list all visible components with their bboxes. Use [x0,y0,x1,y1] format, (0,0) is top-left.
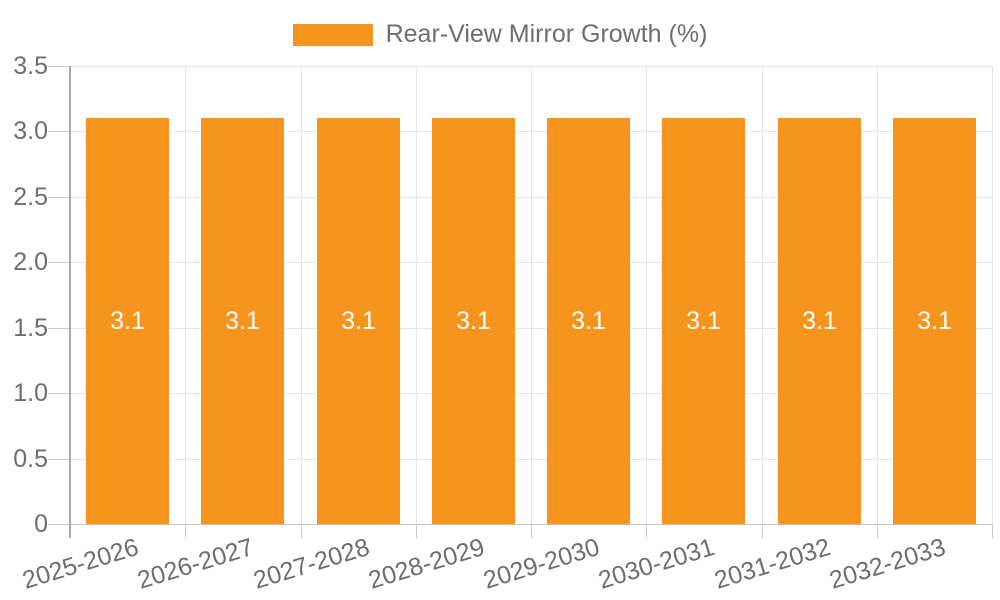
y-tick [48,262,70,263]
bar-value-label: 3.1 [802,307,837,335]
y-tick-label: 0.5 [13,445,48,473]
x-tick [992,524,993,538]
v-gridline [877,66,878,524]
v-gridline [185,66,186,524]
y-tick-label: 3.0 [13,117,48,145]
v-gridline [646,66,647,524]
x-tick [762,524,763,538]
x-tick-label: 2027-2028 [249,533,373,595]
y-tick-label: 1.5 [13,314,48,342]
bar[interactable] [662,118,745,524]
v-gridline [531,66,532,524]
bar-value-label: 3.1 [686,307,721,335]
bar[interactable] [778,118,861,524]
bar-value-label: 3.1 [225,307,260,335]
legend[interactable]: Rear-View Mirror Growth (%) [0,20,1000,49]
legend-label: Rear-View Mirror Growth (%) [385,20,708,48]
bar[interactable] [432,118,515,524]
x-tick-label: 2032-2033 [826,533,949,595]
v-gridline [762,66,763,524]
bar-value-label: 3.1 [341,307,376,335]
y-tick [48,328,70,329]
bar-value-label: 3.1 [456,307,491,335]
x-tick-label: 2025-2026 [19,533,142,595]
y-tick-label: 2.5 [13,183,48,211]
v-gridline [992,66,993,524]
y-tick-label: 2.0 [13,248,48,276]
y-tick [48,459,70,460]
bar-value-label: 3.1 [110,307,145,335]
x-tick-label: 2026-2027 [134,533,258,595]
v-gridline [416,66,417,524]
bar[interactable] [201,118,284,524]
v-gridline [301,66,302,524]
y-tick-label: 1.0 [13,379,48,407]
y-tick [48,393,70,394]
x-tick [301,524,302,538]
bar-value-label: 3.1 [571,307,606,335]
bar[interactable] [893,118,976,524]
bar[interactable] [547,118,630,524]
y-tick [48,131,70,132]
x-tick-label: 2030-2031 [595,533,719,595]
x-tick-label: 2029-2030 [480,533,603,595]
bar-value-label: 3.1 [917,307,952,335]
x-tick-label: 2031-2032 [710,533,834,595]
y-tick [48,66,70,67]
x-tick [416,524,417,538]
y-tick-label: 0 [34,510,48,538]
x-tick [185,524,186,538]
x-tick [646,524,647,538]
y-tick [48,524,70,525]
x-tick [531,524,532,538]
bar[interactable] [86,118,169,524]
x-tick-label: 2028-2029 [365,533,488,595]
bar[interactable] [317,118,400,524]
x-tick [877,524,878,538]
legend-swatch [292,23,373,46]
y-tick [48,197,70,198]
y-axis-line [69,66,71,538]
y-tick-label: 3.5 [13,52,48,80]
